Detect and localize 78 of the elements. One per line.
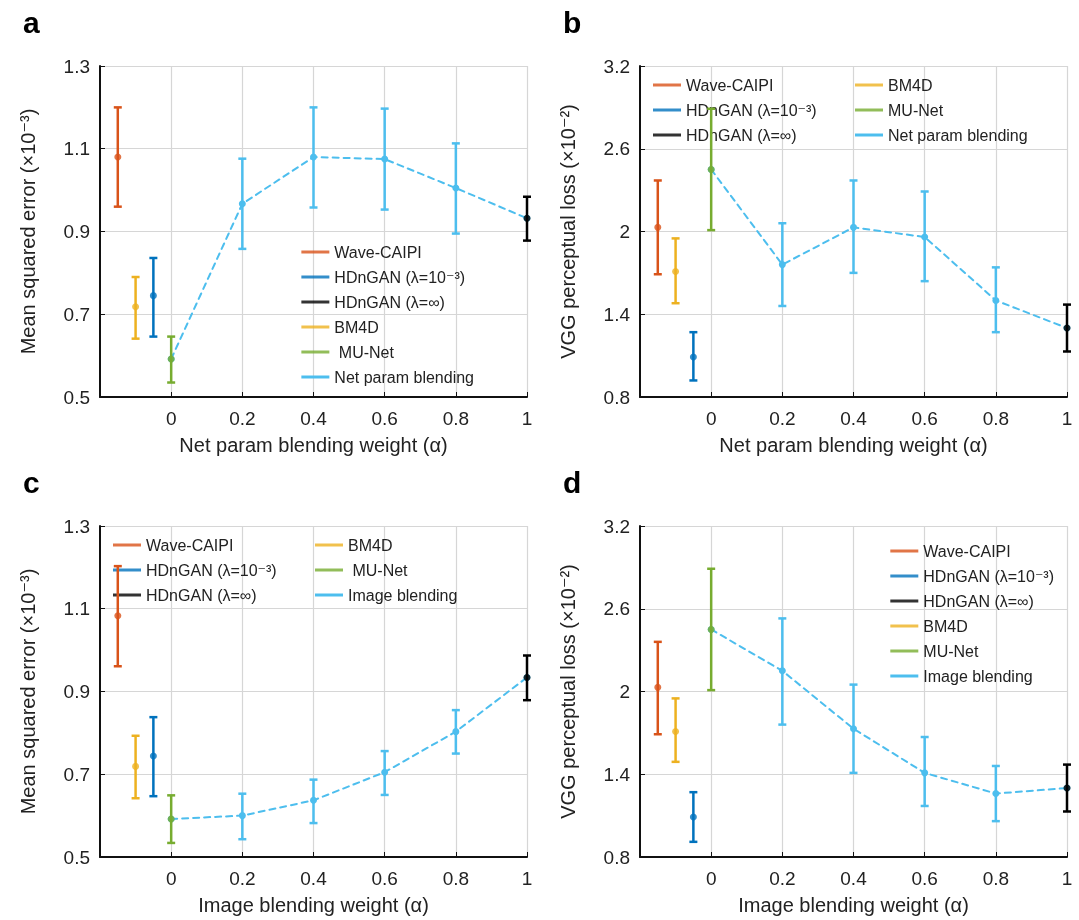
x-tick-label: 0.4 <box>300 868 328 889</box>
x-tick-label: 1 <box>521 408 533 429</box>
x-tick-label: 0.4 <box>300 408 328 429</box>
x-tick-label: 0.4 <box>840 408 868 429</box>
legend-label: HDnGAN (λ=∞) <box>334 293 445 311</box>
legend-label: Net param blending <box>334 368 474 386</box>
x-tick-label: 0.8 <box>982 408 1010 429</box>
y-tick-label: 0.9 <box>63 681 90 702</box>
legend-label: Wave-CAIPI <box>146 536 234 554</box>
y-axis-title: Mean squared error (×10⁻³) <box>17 568 39 815</box>
y-tick-label: 2 <box>619 681 630 702</box>
legend-label: HDnGAN (λ=10⁻³) <box>334 268 466 286</box>
legend-label: Wave-CAIPI <box>686 76 774 94</box>
legend-label: HDnGAN (λ=10⁻³) <box>923 567 1055 585</box>
y-tick-label: 0.5 <box>63 386 90 408</box>
legend-label: Image blending <box>923 667 1033 685</box>
chart-title: b <box>563 5 582 39</box>
y-tick-label: 3.2 <box>603 55 630 77</box>
x-tick-label: 0.2 <box>769 408 796 429</box>
y-tick-label: 0.5 <box>63 846 90 868</box>
x-tick-label: 0.4 <box>840 868 868 889</box>
legend-label: MU-Net <box>334 343 395 361</box>
legend-label: HDnGAN (λ=∞) <box>923 592 1034 610</box>
x-tick-label: 1 <box>521 868 533 889</box>
y-tick-label: 1.4 <box>603 763 631 785</box>
y-tick-label: 0.8 <box>603 846 630 868</box>
x-tick-label: 0.8 <box>982 868 1010 889</box>
x-tick-label: 0 <box>165 868 177 889</box>
chart-title: a <box>23 5 40 39</box>
y-tick-label: 1.1 <box>63 598 90 620</box>
x-tick-label: 0.6 <box>371 868 398 889</box>
y-axis-title: Mean squared error (×10⁻³) <box>17 108 39 355</box>
legend-label: Wave-CAIPI <box>334 243 422 261</box>
x-tick-label: 0 <box>705 408 717 429</box>
y-tick-label: 1.1 <box>63 138 90 160</box>
legend-label: BM4D <box>923 617 968 635</box>
x-tick-label: 0 <box>165 408 177 429</box>
y-tick-label: 0.7 <box>63 763 90 785</box>
x-axis-title: Image blending weight (α) <box>198 894 429 916</box>
y-tick-label: 2.6 <box>603 138 630 160</box>
x-tick-label: 0.6 <box>371 408 398 429</box>
x-axis-title: Net param blending weight (α) <box>719 434 988 456</box>
y-tick-label: 1.3 <box>63 515 90 537</box>
legend-label: BM4D <box>348 536 393 554</box>
y-tick-label: 0.8 <box>603 386 630 408</box>
chart-title: d <box>563 465 582 499</box>
legend-label: HDnGAN (λ=∞) <box>146 586 257 604</box>
legend-label: MU-Net <box>923 642 979 660</box>
legend-label: BM4D <box>888 76 933 94</box>
x-axis-title: Net param blending weight (α) <box>179 434 448 456</box>
y-tick-label: 0.7 <box>63 303 90 325</box>
legend-label: Net param blending <box>888 126 1028 144</box>
x-tick-label: 0.2 <box>769 868 796 889</box>
x-tick-label: 0.2 <box>229 408 256 429</box>
legend-label: MU-Net <box>888 101 944 119</box>
x-tick-label: 0.8 <box>442 408 470 429</box>
x-tick-label: 0.2 <box>229 868 256 889</box>
legend-label: HDnGAN (λ=10⁻³) <box>146 561 277 579</box>
chart-title: c <box>23 465 40 499</box>
x-tick-label: 0 <box>705 868 717 889</box>
y-axis-title: VGG perceptual loss (×10⁻²) <box>557 104 579 359</box>
legend-label: Wave-CAIPI <box>923 542 1011 560</box>
y-tick-label: 2 <box>619 221 630 242</box>
x-tick-label: 1 <box>1061 408 1073 429</box>
y-tick-label: 2.6 <box>603 598 630 620</box>
legend-label: BM4D <box>334 318 379 336</box>
y-tick-label: 1.3 <box>63 55 90 77</box>
y-axis-title: VGG perceptual loss (×10⁻²) <box>557 564 579 819</box>
x-tick-label: 0.6 <box>911 868 938 889</box>
x-tick-label: 1 <box>1061 868 1073 889</box>
x-tick-label: 0.8 <box>442 868 470 889</box>
y-tick-label: 3.2 <box>603 515 630 537</box>
y-tick-label: 1.4 <box>603 303 631 325</box>
legend-label: Image blending <box>348 586 458 604</box>
x-tick-label: 0.6 <box>911 408 938 429</box>
x-axis-title: Image blending weight (α) <box>738 894 969 916</box>
legend-label: MU-Net <box>348 561 409 579</box>
y-tick-label: 0.9 <box>63 221 90 242</box>
